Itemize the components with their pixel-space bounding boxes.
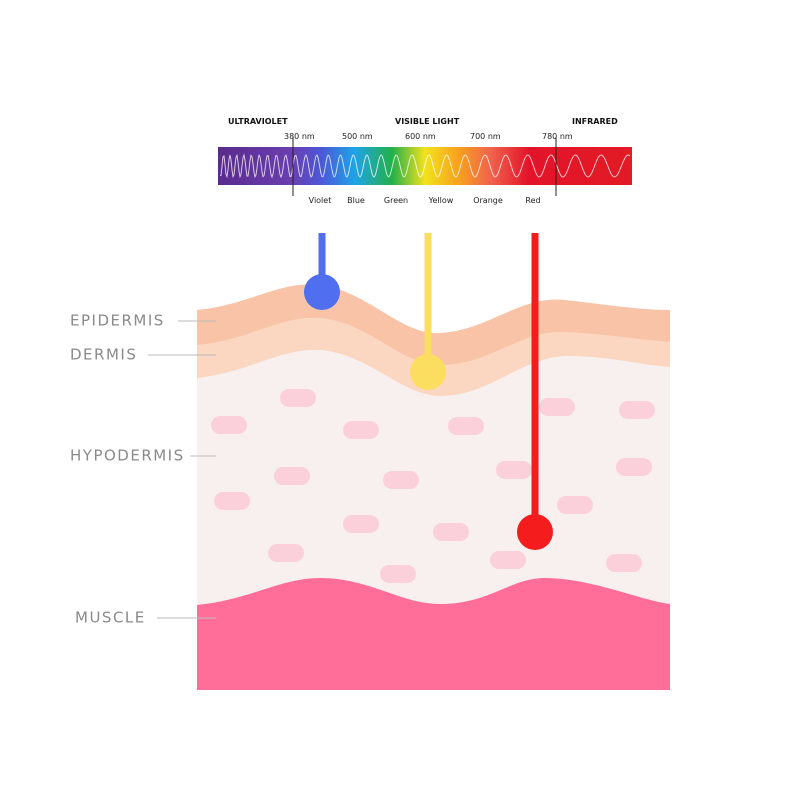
fat-cells [211, 389, 655, 583]
color-label: Red [525, 196, 540, 205]
region-label: ULTRAVIOLET [228, 117, 288, 126]
yellow-ray-end [410, 354, 446, 390]
color-label: Yellow [428, 196, 454, 205]
red-ray-end [517, 514, 553, 550]
wavelength-label: 600 nm [405, 132, 436, 141]
layer-label: MUSCLE [75, 609, 146, 627]
color-label: Green [384, 196, 408, 205]
wavelength-label: 780 nm [542, 132, 573, 141]
layer-label: DERMIS [70, 346, 137, 364]
color-label: Violet [309, 196, 332, 205]
color-label: Blue [347, 196, 365, 205]
muscle [197, 578, 670, 690]
wave [219, 153, 631, 179]
region-label: VISIBLE LIGHT [395, 117, 460, 126]
layer-label: EPIDERMIS [70, 312, 165, 330]
region-label: INFRARED [572, 117, 618, 126]
wavelength-label: 500 nm [342, 132, 373, 141]
wavelength-label: 380 nm [284, 132, 315, 141]
violet-ray-end [304, 274, 340, 310]
wavelength-label: 700 nm [470, 132, 501, 141]
layer-label: HYPODERMIS [70, 447, 185, 465]
color-label: Orange [473, 196, 503, 205]
